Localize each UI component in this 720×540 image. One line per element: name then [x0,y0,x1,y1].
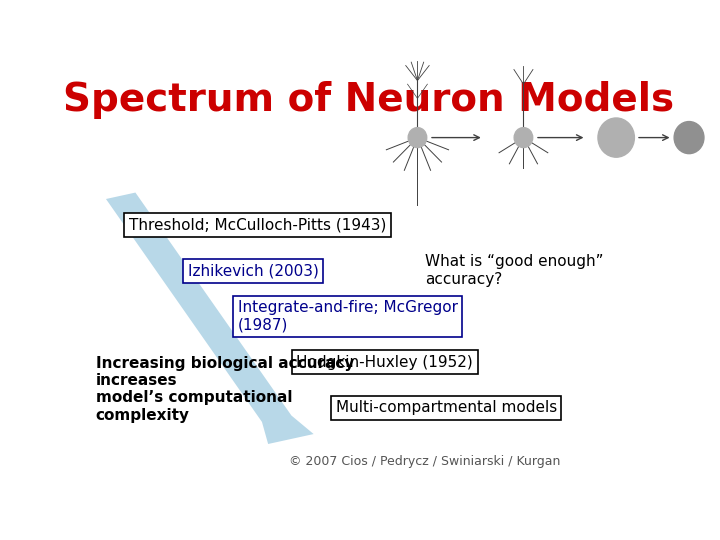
Text: Increasing biological accuracy
increases
model’s computational
complexity: Increasing biological accuracy increases… [96,355,354,423]
Text: Izhikevich (2003): Izhikevich (2003) [188,263,318,278]
Text: Hodgkin-Huxley (1952): Hodgkin-Huxley (1952) [297,355,473,369]
Text: Threshold; McCulloch-Pitts (1943): Threshold; McCulloch-Pitts (1943) [129,218,387,232]
Circle shape [674,122,704,153]
Circle shape [514,127,533,147]
Text: Integrate-and-fire; McGregor
(1987): Integrate-and-fire; McGregor (1987) [238,300,458,333]
Text: What is “good enough”
accuracy?: What is “good enough” accuracy? [425,254,603,287]
Circle shape [408,127,427,147]
Text: Multi-compartmental models: Multi-compartmental models [336,400,557,415]
Circle shape [598,118,634,157]
Polygon shape [106,193,314,444]
Text: Spectrum of Neuron Models: Spectrum of Neuron Models [63,81,675,119]
Text: © 2007 Cios / Pedrycz / Swiniarski / Kurgan: © 2007 Cios / Pedrycz / Swiniarski / Kur… [289,455,560,468]
